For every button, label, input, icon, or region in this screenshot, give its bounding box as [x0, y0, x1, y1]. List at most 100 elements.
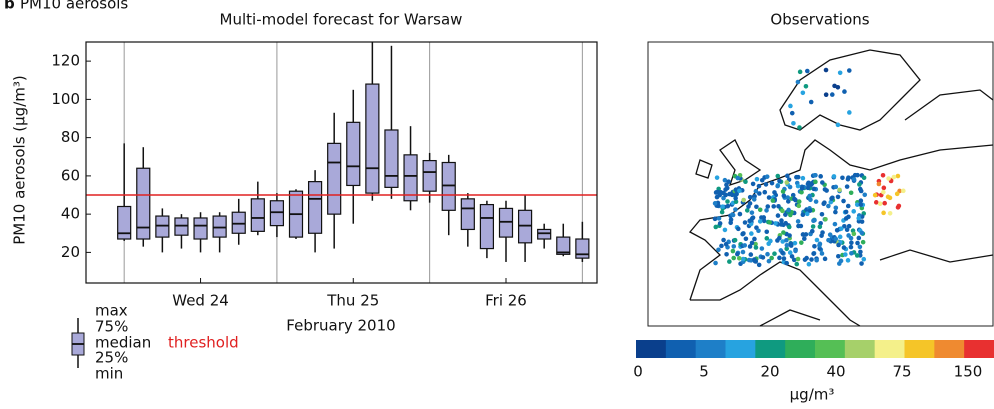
observation-dot — [764, 208, 769, 213]
colorbar-swatch — [844, 340, 876, 358]
observation-dot — [734, 191, 739, 197]
colorbar-tick-label: 40 — [826, 363, 845, 381]
map-frame — [647, 41, 994, 327]
observation-dot — [793, 248, 798, 254]
colorbar-unit: µg/m³ — [790, 386, 835, 404]
observation-dot — [876, 181, 882, 187]
observation-dot — [775, 173, 781, 179]
observation-dot — [859, 261, 864, 266]
observation-dot — [787, 250, 793, 255]
observation-dot — [784, 246, 789, 252]
observation-dot — [886, 176, 891, 181]
observation-dot — [743, 179, 748, 185]
legend-label: min — [95, 365, 123, 383]
observation-dot — [720, 204, 725, 209]
observation-dot — [837, 187, 842, 193]
observation-dot — [781, 230, 786, 235]
observation-dot — [851, 231, 857, 237]
observation-dot — [788, 241, 794, 246]
observation-dot — [712, 201, 718, 206]
observation-dot — [882, 200, 887, 206]
y-tick-label: 60 — [61, 166, 80, 184]
colorbar-swatch — [665, 340, 697, 358]
observation-dot — [800, 175, 806, 181]
observation-dot — [783, 220, 789, 226]
observation-dot — [728, 220, 733, 226]
observation-dot — [747, 244, 753, 249]
observation-dot — [760, 255, 766, 260]
observation-dot — [783, 212, 788, 217]
observation-dot — [795, 219, 801, 224]
colorbar-swatch — [636, 340, 667, 358]
observation-dot — [719, 209, 725, 215]
observation-dot — [752, 236, 757, 242]
observation-dot — [740, 256, 746, 262]
observation-dot — [851, 177, 857, 182]
observation-dot — [757, 219, 763, 224]
observation-dot — [756, 262, 762, 268]
legend-label: 75% — [95, 318, 128, 336]
observation-dot — [824, 188, 829, 193]
observation-dot — [771, 204, 777, 209]
observation-dot — [837, 70, 843, 76]
observation-dot — [769, 180, 775, 186]
observation-dot — [732, 237, 738, 243]
observation-dot — [725, 199, 730, 204]
observation-dot — [887, 210, 893, 216]
observation-dot — [841, 198, 846, 204]
box — [498, 207, 514, 238]
observation-dot — [822, 200, 827, 205]
observation-dot — [736, 226, 741, 232]
map-title: Observations — [770, 11, 869, 29]
colorbar-swatch — [904, 340, 935, 358]
observation-dot — [857, 182, 862, 187]
observation-dot — [716, 247, 721, 253]
observation-dot — [766, 195, 772, 200]
observation-dot — [719, 243, 724, 249]
observation-dot — [729, 192, 735, 198]
observation-dot — [749, 210, 755, 215]
observation-dot — [721, 237, 726, 243]
observation-dot — [877, 201, 883, 207]
observation-dot — [829, 196, 834, 201]
observation-dot — [798, 223, 804, 229]
observation-dot — [881, 185, 887, 191]
colorbar-tick-label: 150 — [954, 363, 983, 381]
observation-dot — [722, 177, 728, 183]
observation-dot — [768, 238, 773, 244]
observation-dot — [786, 207, 791, 213]
observation-dot — [803, 83, 809, 89]
observation-dot — [780, 250, 785, 256]
observation-dot — [826, 237, 831, 243]
observation-dot — [724, 251, 729, 257]
threshold-label: threshold — [168, 334, 239, 352]
observation-dot — [751, 257, 757, 262]
colorbar-tick-label: 5 — [699, 363, 709, 381]
observation-dot — [823, 67, 829, 73]
box — [384, 129, 399, 188]
observation-dot — [713, 224, 719, 230]
box — [250, 198, 265, 232]
observation-dot — [788, 103, 793, 109]
observation-dot — [844, 184, 850, 189]
observation-dot — [833, 236, 839, 242]
observation-dot — [818, 220, 823, 226]
observation-dot — [780, 208, 785, 214]
observation-dot — [759, 177, 765, 183]
observation-dot — [736, 256, 742, 261]
observation-dot — [789, 110, 795, 116]
observation-dot — [836, 242, 841, 248]
observation-dot — [759, 246, 765, 251]
observation-dot — [803, 232, 809, 237]
observation-dot — [754, 204, 759, 210]
observation-dot — [800, 90, 806, 96]
chart-title: Multi-model forecast for Warsaw — [220, 11, 463, 29]
box — [517, 209, 533, 244]
box — [193, 217, 208, 240]
observation-dot — [811, 186, 817, 192]
observation-dot — [813, 199, 819, 204]
observation-dot — [808, 197, 813, 203]
observation-dot — [818, 174, 823, 179]
observation-dot — [857, 244, 863, 250]
observation-dot — [848, 190, 854, 196]
